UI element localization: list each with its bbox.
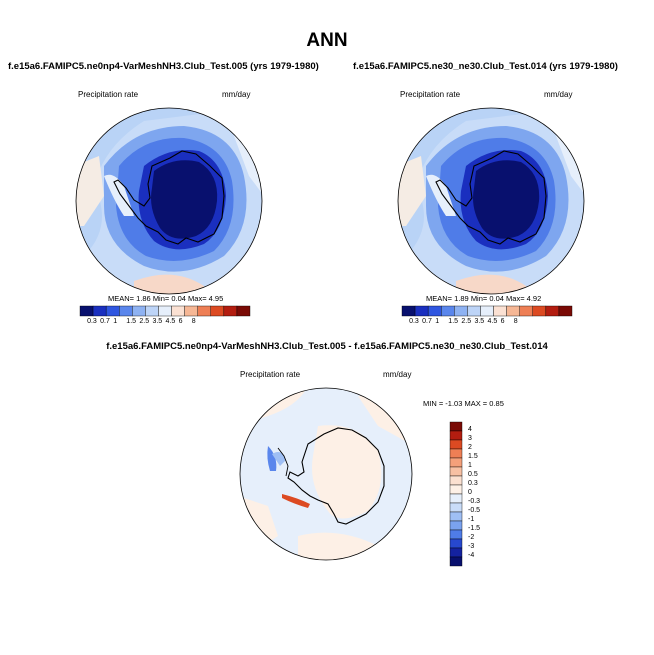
colorbar-tick-label: 1: [113, 318, 118, 325]
colorbar-swatch: [414, 305, 429, 317]
colorbar-tick-label: -1.5: [468, 525, 481, 532]
panel-3-variable: Precipitation rate: [240, 370, 301, 379]
colorbar-tick-label: 0.3: [409, 318, 419, 325]
colorbar-tick-label: 0.3: [87, 318, 97, 325]
colorbar-tick-label: -0.5: [468, 507, 481, 514]
colorbar-swatch: [210, 305, 225, 317]
colorbar-swatch: [427, 305, 442, 317]
colorbar-swatch: [158, 305, 172, 317]
panel-2-stats: MEAN= 1.89 Min= 0.04 Max= 4.92: [426, 294, 542, 303]
colorbar-swatch: [545, 305, 560, 317]
panel-1-units: mm/day: [222, 90, 251, 99]
colorbar-swatch: [480, 305, 494, 317]
colorbar-tick-label: -1: [468, 516, 475, 523]
colorbar-tick-label: 1: [468, 462, 472, 469]
panel-2-colorbar-labels: 0.3 0.7 1 1.5 2.5 3.5 4.5 6 8: [402, 318, 572, 328]
colorbar-swatch: [197, 305, 211, 317]
colorbar-swatch: [449, 430, 463, 441]
colorbar-swatch: [145, 305, 159, 317]
panel-3-colorbar: [449, 421, 463, 567]
colorbar-swatch: [449, 421, 463, 432]
colorbar-swatch: [449, 547, 463, 558]
colorbar-swatch: [519, 305, 533, 317]
colorbar-swatch: [449, 502, 463, 513]
colorbar-tick-label: -4: [468, 552, 475, 559]
colorbar-swatch: [454, 305, 468, 317]
colorbar-tick-label: 6: [500, 318, 505, 325]
panel-2-map: [397, 107, 585, 295]
colorbar-swatch: [449, 466, 463, 477]
colorbar-tick-label: -2: [468, 534, 475, 541]
colorbar-tick-label: 3.5: [152, 318, 163, 325]
colorbar-tick-label: 3.5: [474, 318, 485, 325]
panel-3-title: f.e15a6.FAMIPC5.ne0np4-VarMeshNH3.Club_T…: [106, 341, 548, 352]
colorbar-tick-label: 0.7: [100, 318, 110, 325]
colorbar-swatch: [236, 305, 251, 317]
colorbar-swatch: [467, 305, 481, 317]
panel-2-units: mm/day: [544, 90, 573, 99]
colorbar-swatch: [493, 305, 507, 317]
colorbar-tick-label: 2.5: [461, 318, 472, 325]
colorbar-tick-label: 2.5: [139, 318, 150, 325]
colorbar-swatch: [449, 484, 463, 495]
colorbar-tick-label: 6: [178, 318, 183, 325]
colorbar-tick-label: 1.5: [448, 318, 459, 325]
colorbar-swatch: [184, 305, 198, 317]
colorbar-tick-label: 4.5: [487, 318, 498, 325]
colorbar-tick-label: 0.3: [468, 480, 478, 487]
colorbar-swatch: [401, 305, 416, 317]
colorbar-tick-label: 8: [191, 318, 196, 325]
colorbar-swatch: [506, 305, 520, 317]
colorbar-tick-label: 0: [468, 489, 472, 496]
panel-2-title: f.e15a6.FAMIPC5.ne30_ne30.Club_Test.014 …: [353, 61, 618, 72]
colorbar-swatch: [223, 305, 238, 317]
panel-3-colorbar-labels: 4 3 2 1.5 1 0.5 0.3 0 -0.3 -0.5 -1 -1.5 -2 -3 -4: [468, 422, 508, 566]
colorbar-swatch: [558, 305, 573, 317]
colorbar-tick-label: 8: [513, 318, 518, 325]
colorbar-swatch: [105, 305, 120, 317]
colorbar-tick-label: 3: [468, 435, 472, 442]
panel-1-map: [75, 107, 263, 295]
main-title: ANN: [306, 30, 348, 51]
panel-1-title: f.e15a6.FAMIPC5.ne0np4-VarMeshNH3.Club_T…: [8, 61, 319, 72]
colorbar-tick-label: 1.5: [126, 318, 137, 325]
colorbar-swatch: [532, 305, 547, 317]
colorbar-swatch: [449, 493, 463, 504]
colorbar-swatch: [449, 556, 463, 567]
panel-1-variable: Precipitation rate: [78, 90, 139, 99]
panel-2-colorbar: [401, 305, 573, 317]
colorbar-tick-label: 4.5: [165, 318, 176, 325]
colorbar-tick-label: 0.7: [422, 318, 432, 325]
colorbar-swatch: [132, 305, 146, 317]
panel-1-colorbar: [79, 305, 251, 317]
colorbar-tick-label: -0.3: [468, 498, 481, 505]
colorbar-swatch: [119, 305, 133, 317]
colorbar-swatch: [79, 305, 94, 317]
panel-3-units: mm/day: [383, 370, 412, 379]
colorbar-swatch: [449, 538, 463, 549]
colorbar-tick-label: 1.5: [468, 453, 478, 460]
colorbar-swatch: [449, 520, 463, 531]
colorbar-swatch: [449, 457, 463, 468]
panel-3-stats: MIN = -1.03 MAX = 0.85: [423, 399, 504, 408]
colorbar-swatch: [449, 439, 463, 450]
panel-2-variable: Precipitation rate: [400, 90, 461, 99]
colorbar-swatch: [449, 448, 463, 459]
colorbar-swatch: [171, 305, 185, 317]
panel-3-map: [239, 387, 413, 561]
colorbar-tick-label: -3: [468, 543, 475, 550]
colorbar-tick-label: 4: [468, 426, 472, 433]
colorbar-swatch: [92, 305, 107, 317]
colorbar-swatch: [449, 529, 463, 540]
panel-1-colorbar-labels: 0.3 0.7 1 1.5 2.5 3.5 4.5 6 8: [80, 318, 250, 328]
colorbar-tick-label: 0.5: [468, 471, 478, 478]
colorbar-tick-label: 1: [435, 318, 440, 325]
panel-1-stats: MEAN= 1.86 Min= 0.04 Max= 4.95: [108, 294, 224, 303]
colorbar-swatch: [449, 511, 463, 522]
colorbar-swatch: [441, 305, 455, 317]
colorbar-tick-label: 2: [468, 444, 472, 451]
colorbar-swatch: [449, 475, 463, 486]
